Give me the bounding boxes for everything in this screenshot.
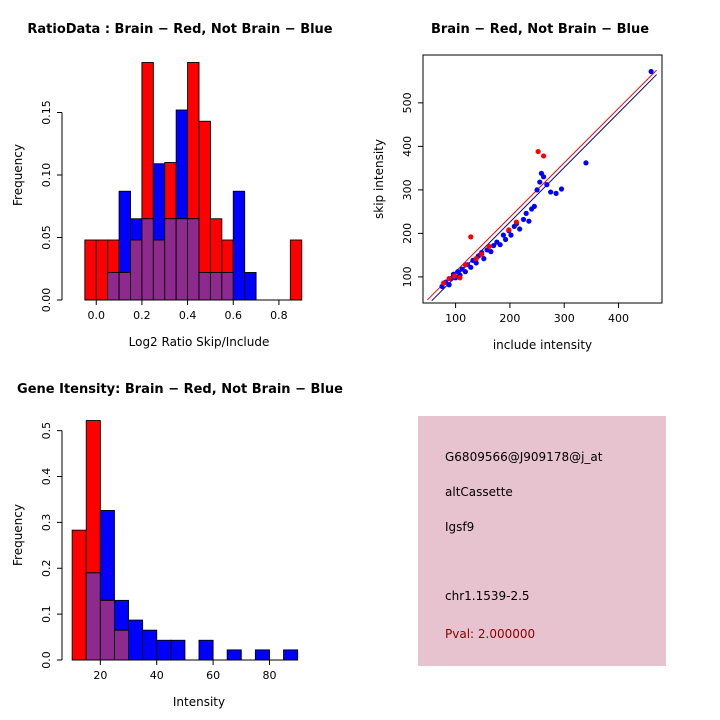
svg-text:60: 60 [206, 669, 220, 682]
svg-text:0.2: 0.2 [40, 560, 53, 578]
svg-text:0.6: 0.6 [225, 309, 243, 322]
pvalue-text: Pval: 2.000000 [445, 627, 536, 641]
svg-text:0.0: 0.0 [88, 309, 106, 322]
histogram-bars [84, 62, 303, 301]
svg-text:500: 500 [401, 92, 414, 113]
gene-intensity-histogram-plot: 20 40 60 80 0.0 0.1 0.2 0.3 0.4 0.5 Intensity Frequ… [11, 420, 299, 709]
axes: 20 40 60 80 0.0 0.1 0.2 0.3 0.4 0.5 Intensity Frequ… [11, 422, 276, 709]
svg-text:0.4: 0.4 [179, 309, 197, 322]
brain-fit-line [426, 69, 657, 301]
svg-text:200: 200 [499, 312, 520, 325]
svg-text:0.15: 0.15 [40, 100, 53, 125]
histogram-bars [71, 420, 299, 661]
svg-text:0.00: 0.00 [40, 288, 53, 313]
svg-text:0.2: 0.2 [133, 309, 151, 322]
gene-name-text: Igsf9 [445, 520, 475, 534]
axes: 100 200 300 400 100 200 300 400 500 include inten… [372, 92, 629, 352]
axes: 0.0 0.2 0.4 0.6 0.8 0.00 0.05 0.10 0.15 Log2 Rati… [11, 100, 288, 349]
svg-text:Frequency: Frequency [11, 144, 25, 206]
svg-text:Log2 Ratio Skip/Include: Log2 Ratio Skip/Include [129, 335, 270, 349]
scatter-content: 100 200 300 400 100 200 300 400 500 include inten… [372, 54, 663, 352]
panel-gene-info: G6809566@J909178@j_at altCassette Igsf9 … [360, 360, 720, 720]
svg-text:0.5: 0.5 [40, 422, 53, 440]
panel-ratio-histogram: RatioData : Brain − Red, Not Brain − Blu… [0, 0, 360, 360]
ratio-histogram-title: RatioData : Brain − Red, Not Brain − Blu… [27, 22, 333, 37]
svg-text:300: 300 [401, 179, 414, 200]
svg-text:200: 200 [401, 223, 414, 244]
svg-text:300: 300 [554, 312, 575, 325]
intensity-scatter-plot: 100 200 300 400 100 200 300 400 500 include inten… [372, 54, 663, 352]
gene_hist-content: 20 40 60 80 0.0 0.1 0.2 0.3 0.4 0.5 Intensity Frequ… [11, 420, 299, 709]
svg-text:0.1: 0.1 [40, 605, 53, 623]
chromosome-location-text: chr1.1539-2.5 [445, 589, 530, 603]
svg-text:skip intensity: skip intensity [372, 139, 386, 219]
svg-text:400: 400 [401, 136, 414, 157]
gene-histogram-title: Gene Itensity: Brain − Red, Not Brain − … [17, 382, 343, 397]
svg-text:Frequency: Frequency [11, 504, 25, 566]
gene-info-box: G6809566@J909178@j_at altCassette Igsf9 … [418, 416, 666, 666]
probe-id-text: G6809566@J909178@j_at [445, 450, 603, 464]
svg-text:0.0: 0.0 [40, 651, 53, 669]
svg-text:include intensity: include intensity [493, 338, 592, 352]
svg-text:0.8: 0.8 [270, 309, 288, 322]
points-brain [441, 148, 547, 286]
svg-text:20: 20 [93, 669, 107, 682]
svg-text:0.10: 0.10 [40, 163, 53, 188]
svg-text:0.05: 0.05 [40, 225, 53, 250]
svg-text:400: 400 [608, 312, 629, 325]
ratio-histogram-plot: 0.0 0.2 0.4 0.6 0.8 0.00 0.05 0.10 0.15 Log2 Rati… [11, 62, 303, 349]
svg-text:40: 40 [150, 669, 164, 682]
svg-text:100: 100 [401, 266, 414, 287]
svg-text:Intensity: Intensity [173, 695, 225, 709]
scatter-title: Brain − Red, Not Brain − Blue [430, 22, 650, 37]
splice-event-type-text: altCassette [445, 485, 513, 499]
svg-text:0.3: 0.3 [40, 514, 53, 532]
svg-text:100: 100 [445, 312, 466, 325]
svg-text:0.4: 0.4 [40, 468, 53, 486]
ratio_hist-content: 0.0 0.2 0.4 0.6 0.8 0.00 0.05 0.10 0.15 Log2 Rati… [11, 62, 303, 349]
panel-intensity-scatter: Brain − Red, Not Brain − Blue 100 200 300 4… [360, 0, 720, 360]
svg-text:80: 80 [262, 669, 276, 682]
panel-gene-intensity-histogram: Gene Itensity: Brain − Red, Not Brain − … [0, 360, 360, 720]
